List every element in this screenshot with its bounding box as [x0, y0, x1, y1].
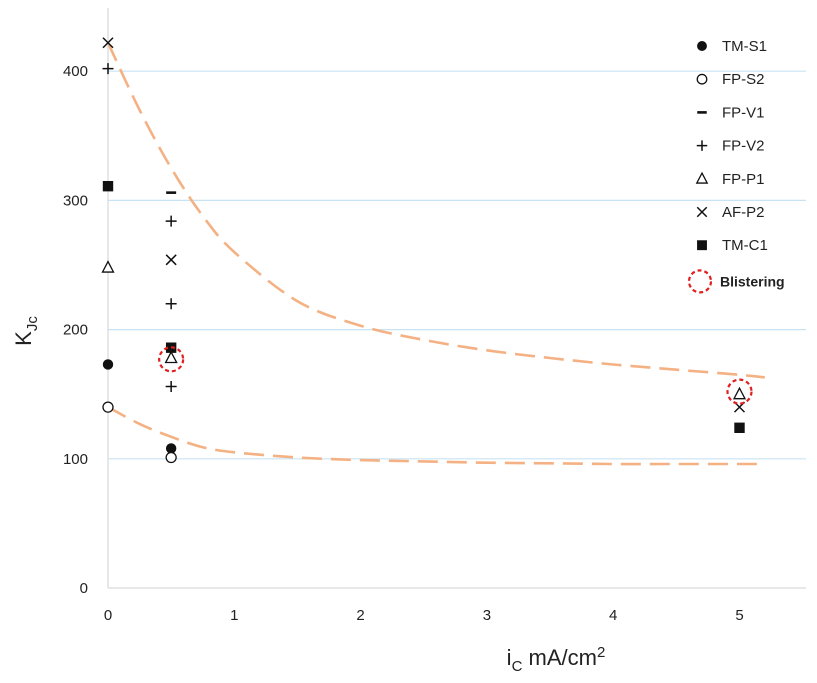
y-tick-label-0: 0: [80, 580, 88, 597]
legend-label-fp-s2: FP-S2: [722, 71, 765, 88]
blistering-marker-1: [726, 378, 753, 405]
x-tick-label-4: 4: [609, 607, 617, 624]
x-axis-label-rest: mA/cm: [522, 645, 597, 670]
blistering-marker-0: [158, 346, 185, 373]
x-axis-label: iC mA/cm2: [507, 644, 606, 675]
point-af-p2-1: [165, 254, 177, 266]
legend-marker-fp-s2: [696, 73, 708, 85]
trend-curves: [106, 42, 765, 466]
y-axis-label-sub: Jc: [24, 316, 41, 332]
y-tick-label-200: 200: [63, 322, 88, 339]
legend-label-tm-s1: TM-S1: [722, 38, 767, 55]
grid-lines: [108, 70, 806, 460]
x-tick-label-5: 5: [735, 607, 743, 624]
y-tick-labels: 0 100 200 300 400: [63, 63, 88, 597]
legend-marker-tm-s1: [697, 41, 707, 51]
x-tick-label-2: 2: [356, 607, 364, 624]
legend: TM-S1 FP-S2 FP-V1 FP-V2 FP-P1 AF-P2 TM-C1 Blist…: [687, 38, 785, 294]
y-tick-label-400: 400: [63, 63, 88, 80]
legend-label-af-p2: AF-P2: [722, 204, 765, 221]
legend-marker-fp-v2: [696, 140, 708, 151]
x-tick-labels: 0 1 2 3 4 5: [104, 607, 744, 624]
point-fp-v2-3: [165, 380, 177, 392]
legend-marker-tm-c1: [697, 240, 707, 251]
point-tm-s1-1: [165, 443, 177, 454]
x-axis-label-main: i: [507, 645, 512, 670]
legend-label-blistering: Blistering: [720, 273, 785, 289]
y-tick-label-100: 100: [63, 451, 88, 468]
point-fp-v2-0: [102, 63, 114, 75]
y-axis-label: KJc: [11, 316, 41, 346]
x-tick-label-0: 0: [104, 607, 112, 624]
point-tm-s1-0: [102, 359, 114, 370]
legend-label-tm-c1: TM-C1: [722, 237, 768, 254]
point-fp-v2-1: [165, 215, 177, 227]
legend-marker-fp-p1: [695, 171, 709, 184]
point-af-p2-0: [102, 37, 114, 49]
blistering-markers: [158, 346, 753, 405]
legend-marker-af-p2: [696, 206, 708, 218]
trend-curve-lower-envelope: [107, 405, 765, 466]
point-fp-s2-0: [102, 401, 114, 413]
legend-label-fp-p1: FP-P1: [722, 171, 765, 188]
point-fp-p1-1: [164, 350, 178, 364]
trend-curve-upper-envelope: [106, 42, 765, 379]
x-axis-label-sup: 2: [597, 644, 605, 661]
y-axis-label-main: K: [11, 331, 36, 346]
point-tm-c1-2: [734, 422, 745, 433]
x-tick-label-1: 1: [230, 607, 238, 624]
axes: [107, 8, 806, 589]
legend-label-fp-v2: FP-V2: [722, 138, 765, 155]
point-tm-c1-0: [102, 180, 114, 192]
x-axis-label-sub: C: [512, 658, 523, 675]
legend-marker-blistering: [687, 269, 713, 294]
point-fp-p1-0: [101, 260, 115, 273]
point-fp-s2-1: [165, 451, 177, 464]
x-tick-label-3: 3: [483, 607, 491, 624]
point-fp-p1-2: [732, 386, 747, 400]
y-tick-label-300: 300: [63, 192, 88, 209]
data-points: [101, 37, 747, 464]
point-fp-v2-2: [165, 298, 177, 310]
legend-label-fp-v1: FP-V1: [722, 104, 765, 121]
